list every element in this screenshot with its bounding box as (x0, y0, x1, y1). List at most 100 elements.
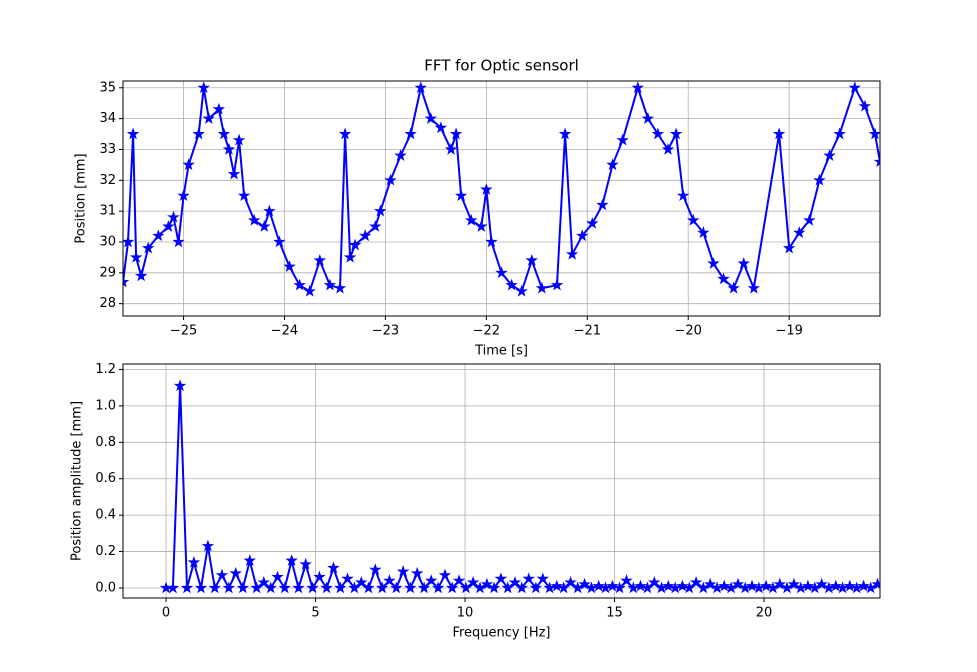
marker (550, 579, 564, 592)
marker (369, 563, 382, 576)
marker (737, 257, 750, 269)
marker (202, 112, 215, 124)
marker (535, 281, 548, 294)
marker (787, 577, 801, 590)
marker (571, 581, 584, 594)
marker (864, 581, 877, 594)
marker (438, 568, 452, 581)
marker (495, 266, 508, 279)
marker (585, 581, 598, 594)
marker (668, 581, 682, 594)
marker (243, 554, 256, 566)
marker (232, 133, 246, 146)
marker (871, 577, 880, 590)
x-tick-label: −22 (473, 324, 500, 339)
marker (431, 581, 445, 594)
y-tick-label: 29 (99, 265, 116, 280)
marker (501, 581, 514, 594)
marker (655, 581, 668, 594)
marker (747, 281, 761, 294)
marker (631, 81, 644, 94)
x-tick-label: −23 (372, 324, 399, 339)
marker (536, 572, 549, 585)
marker (707, 257, 720, 269)
marker (292, 581, 305, 594)
marker (606, 158, 619, 171)
marker (355, 575, 368, 588)
marker (558, 127, 572, 140)
marker (873, 155, 880, 168)
x-tick-label: −20 (675, 324, 702, 339)
marker (236, 581, 250, 594)
y-tick-label: 35 (99, 80, 116, 95)
marker (434, 121, 448, 134)
marker (473, 581, 487, 594)
x-tick-label: −19 (775, 324, 802, 339)
y-tick-label: 0.4 (95, 508, 116, 523)
marker (697, 226, 710, 239)
marker (227, 167, 241, 180)
series (159, 379, 880, 594)
marker (843, 579, 857, 592)
marker (278, 581, 291, 594)
marker (217, 127, 231, 140)
y-tick-label: 0.6 (95, 471, 116, 486)
marker (264, 581, 277, 594)
marker (134, 269, 148, 282)
marker (815, 577, 828, 590)
marker (162, 220, 175, 232)
marker (724, 581, 738, 594)
x-tick-label: 20 (756, 606, 773, 621)
marker (508, 575, 522, 588)
marker (343, 250, 357, 263)
marker (466, 575, 480, 588)
x-tick-label: 5 (311, 606, 319, 621)
y-tick-label: 1.0 (95, 398, 116, 413)
marker (564, 575, 577, 588)
marker (396, 565, 410, 577)
marker (257, 575, 271, 588)
marker (543, 581, 556, 594)
marker (313, 253, 327, 266)
marker (565, 247, 579, 260)
marker (596, 198, 609, 211)
marker (634, 579, 647, 592)
marker (772, 127, 786, 140)
marker (738, 581, 752, 594)
marker (414, 81, 427, 94)
marker (129, 250, 143, 263)
marker (444, 142, 458, 155)
marker (187, 555, 201, 568)
marker (480, 577, 493, 590)
marker (425, 574, 438, 586)
marker (333, 281, 347, 294)
marker (525, 253, 538, 266)
marker (578, 577, 591, 590)
marker (731, 577, 745, 590)
y-tick-label: 33 (99, 142, 116, 157)
marker (327, 561, 340, 574)
marker (383, 574, 396, 586)
x-axis-label: Time [s] (474, 344, 528, 359)
marker (651, 127, 665, 140)
marker (576, 229, 589, 242)
marker (341, 572, 354, 585)
marker (766, 581, 780, 594)
marker (459, 581, 473, 594)
marker (550, 278, 564, 291)
y-tick-label: 28 (99, 296, 116, 311)
marker (369, 220, 382, 232)
marker (836, 581, 849, 594)
marker (662, 579, 675, 592)
marker (454, 189, 468, 202)
marker (850, 581, 863, 594)
marker (858, 99, 872, 112)
marker (487, 581, 501, 594)
marker (285, 554, 298, 566)
marker (465, 213, 478, 226)
marker (123, 235, 135, 248)
marker (152, 229, 165, 242)
marker (745, 579, 759, 592)
y-tick-label: 31 (99, 204, 116, 219)
